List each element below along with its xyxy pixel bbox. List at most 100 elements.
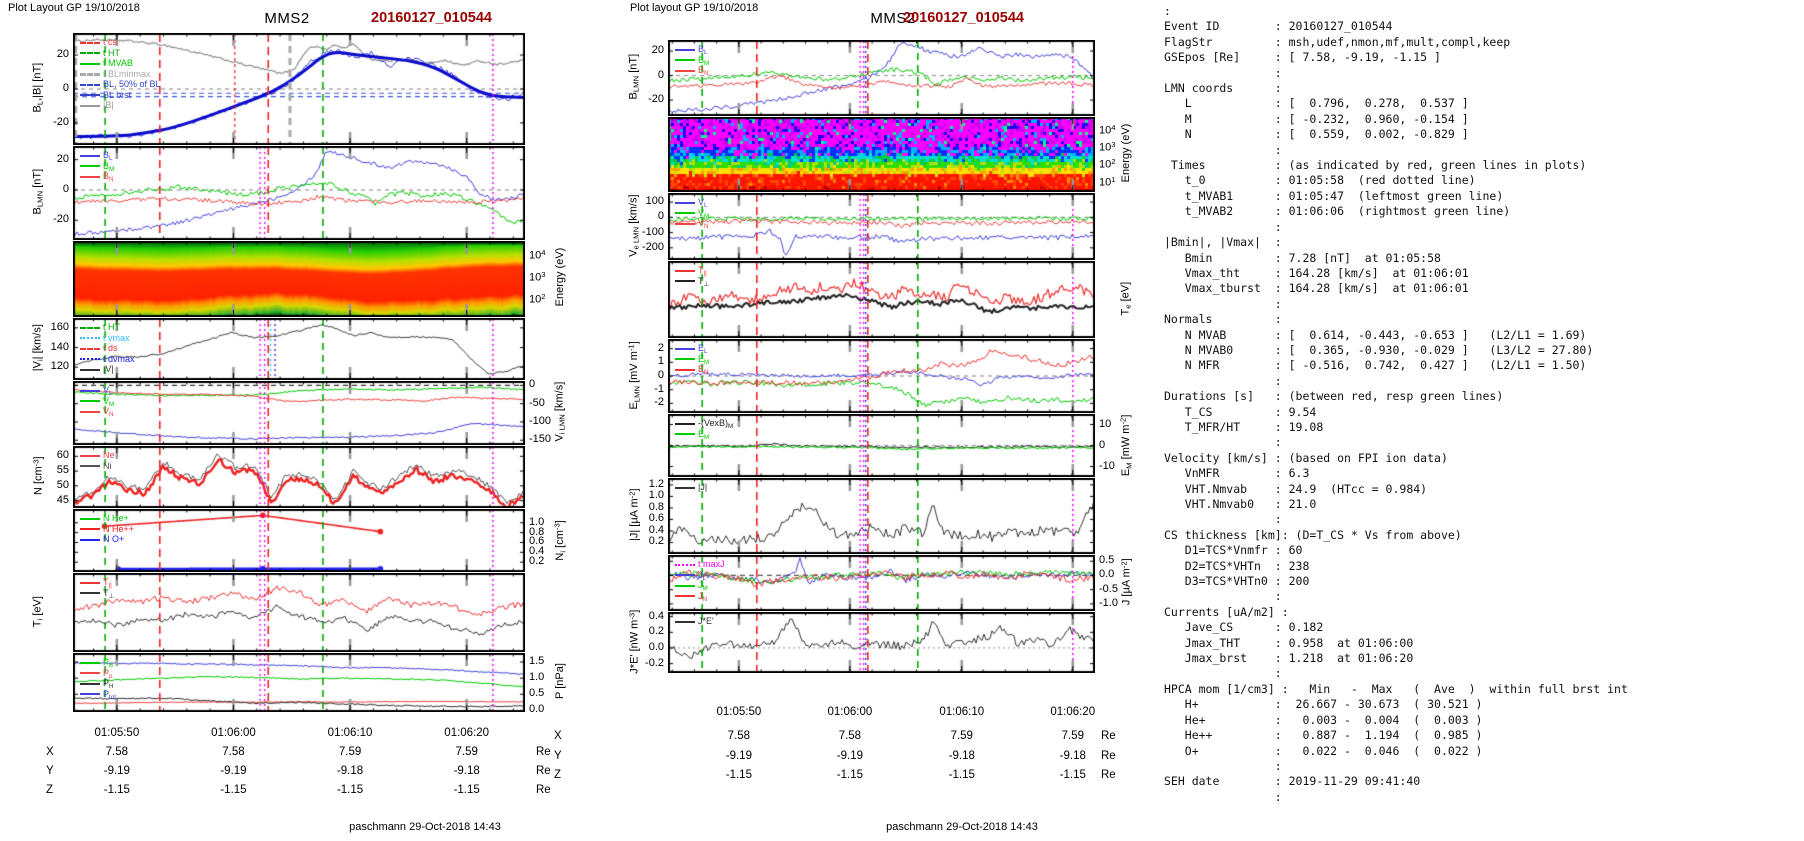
ytick-rf-mid-m-espec-0: 104	[1099, 122, 1116, 136]
xyz-value-mid-2-1: -1.15	[836, 769, 863, 781]
figure-mid-footer: paschmann 29-Oct-2018 14:43	[886, 821, 1038, 833]
axis-label-left-blmn: BLMN [nT]	[31, 168, 45, 215]
legend-line-icon-left-blmn-2	[80, 175, 100, 178]
legend-label-mid-m-blmn-1: BM	[698, 54, 710, 67]
panel-canvas-mid-m-elmn	[668, 339, 1095, 413]
legend-label-left-blmn-1: BM	[103, 160, 115, 173]
ytick-r-mid-m-jlmn-1: 0.0	[1099, 568, 1115, 581]
legend-mid-m-blmn-2: BN	[675, 65, 709, 77]
ytick-rf-mid-m-espec-1: 103	[1099, 139, 1116, 154]
legend-left-bl-b-6: |B|	[80, 100, 114, 110]
time-tick-left-0: 01:05:50	[94, 727, 140, 739]
xyz-row-label-mid-0: X	[554, 730, 562, 742]
legend-line-icon-left-pressure-2	[80, 682, 100, 685]
ytick-r-left-vi-lmn-3: -150	[529, 433, 552, 446]
legend-label-left-n-species-0: N He+	[103, 513, 129, 523]
xyz-row-label-left-0: X	[46, 746, 54, 758]
xyz-value-mid-0-2: 7.59	[950, 730, 973, 742]
legend-label-mid-m-elmn-0: EL	[698, 343, 708, 355]
time-tick-mid-0: 01:05:50	[716, 706, 762, 718]
legend-line-icon-left-pressure-3	[80, 693, 100, 696]
ytick-r-left-n-species-3: 0.4	[529, 545, 545, 558]
legend-left-blmn-0: BL	[80, 150, 113, 162]
legend-line-icon-left-blmn-1	[80, 165, 100, 168]
xyz-value-left-2-0: -1.15	[103, 784, 130, 796]
ytick-rf-mid-m-espec-3: 101	[1099, 175, 1116, 189]
legend-label-mid-m-jlmn-2: JM	[698, 580, 708, 592]
legend-label-left-n-dens-1: Ni	[103, 460, 112, 471]
ytick-r-left-vi-lmn-1: -50	[529, 396, 545, 409]
legend-mid-m-vexb-0: -(VexB)M	[675, 418, 733, 430]
figure-left-event-id: 20160127_010544	[371, 10, 492, 26]
xyz-value-left-1-2: -9.18	[336, 765, 364, 777]
ytick-mid-m-velmn-3: -200	[641, 240, 664, 253]
axis-label-left-vi-mag: |Vi| [km/s]	[31, 324, 45, 372]
panel-canvas-mid-m-vexb	[668, 414, 1095, 477]
legend-left-vi-mag-3: t dvmax	[80, 354, 135, 364]
legend-line-icon-mid-m-vexb-1	[675, 433, 695, 436]
legend-line-icon-mid-m-te-1	[675, 280, 695, 283]
ytick-r-mid-m-jlmn-3: -1.0	[1099, 596, 1118, 609]
legend-label-mid-m-velmn-1: VM	[698, 207, 710, 220]
legend-line-icon-mid-m-elmn-1	[675, 358, 695, 361]
legend-mid-m-blmn-0: BL	[675, 44, 708, 56]
figure-left-footer: paschmann 29-Oct-2018 14:43	[349, 821, 501, 833]
legend-line-icon-left-vi-mag-4	[80, 368, 100, 371]
xyz-unit-mid-1: Re	[1101, 750, 1116, 762]
legend-left-ti-0: T||	[80, 577, 112, 589]
time-tick-mid-2: 01:06:10	[939, 706, 985, 718]
xyz-value-left-2-3: -1.15	[453, 784, 480, 796]
legend-label-left-ti-1: T⊥	[103, 587, 114, 600]
legend-label-left-vi-mag-3: t dvmax	[103, 353, 135, 364]
legend-mid-m-blmn-1: BM	[675, 54, 710, 67]
legend-label-left-vi-lmn-1: VM	[103, 395, 115, 408]
legend-line-icon-left-n-dens-1	[80, 465, 100, 468]
xyz-unit-left-0: Re	[536, 746, 551, 758]
xyz-value-left-0-2: 7.59	[338, 746, 362, 758]
legend-line-icon-left-vi-mag-2	[80, 347, 100, 350]
ytick-r-left-pressure-3: 0.0	[529, 703, 545, 716]
ytick-left-blmn-2: -20	[53, 213, 69, 226]
panel-canvas-mid-m-espec	[668, 117, 1095, 192]
xyz-unit-left-1: Re	[536, 765, 551, 777]
ytick-left-vi-mag-0: 160	[50, 320, 69, 333]
ytick-mid-m-elmn-2: 0	[657, 369, 664, 381]
figure-left-title: MMS2	[264, 10, 310, 27]
time-tick-mid-1: 01:06:00	[827, 706, 873, 718]
legend-line-icon-left-vi-lmn-0	[80, 389, 100, 392]
legend-left-vi-lmn-2: VN	[80, 406, 114, 418]
axis-label-right-mid-m-vexb: EM [mW m-2]	[1118, 414, 1134, 476]
axis-label-mid-m-velmn: Ve LMN [km/s]	[627, 193, 641, 257]
legend-mid-m-jlmn-0: t maxJ	[675, 559, 725, 569]
legend-left-vi-mag-4: |V|	[80, 364, 114, 374]
legend-line-icon-mid-m-jlmn-2	[675, 584, 695, 587]
xyz-value-left-0-3: 7.59	[455, 746, 478, 758]
legend-line-icon-left-bl-b-2	[80, 62, 100, 65]
ytick-left-vi-mag-1: 140	[50, 340, 69, 353]
ytick-mid-m-velmn-1: 0	[657, 210, 664, 223]
legend-label-left-blmn-2: BN	[103, 171, 114, 183]
panel-canvas-left-vi-lmn	[73, 381, 525, 445]
ytick-r-left-n-species-2: 0.6	[529, 535, 545, 548]
legend-line-icon-left-n-species-0	[80, 517, 100, 520]
ytick-left-bl-b-2: -20	[53, 115, 69, 128]
ytick-r-mid-m-vexb-2: -10	[1099, 459, 1115, 472]
legend-line-icon-mid-m-te-0	[675, 269, 695, 272]
xyz-value-mid-1-1: -9.19	[836, 750, 863, 762]
figure-mid-event-id: 20160127_010544	[903, 10, 1024, 26]
legend-mid-m-jlmn-1: JL	[675, 570, 706, 581]
legend-left-bl-b-3: t BLminmax	[80, 69, 151, 79]
info-text: : Event ID : 20160127_010544 FlagStr : m…	[1164, 4, 1628, 804]
ytick-mid-m-jdote-3: -0.2	[645, 656, 664, 669]
figure-mid-header: Plot layout GP 19/10/2018	[630, 2, 759, 14]
legend-line-icon-mid-m-blmn-1	[675, 59, 695, 62]
legend-label-left-vi-lmn-2: VN	[103, 406, 114, 418]
xyz-value-left-1-3: -9.18	[453, 765, 480, 777]
legend-mid-m-velmn-0: VL	[675, 197, 708, 209]
ytick-mid-m-blmn-2: -20	[648, 93, 664, 106]
panel-canvas-left-bl-b	[73, 33, 525, 145]
ytick-mid-m-jmag-0: 1.2	[648, 477, 664, 490]
legend-label-left-vi-mag-0: t HT	[103, 322, 120, 332]
legend-left-blmn-1: BM	[80, 160, 115, 173]
axis-label-mid-m-jmag: |J| [µA m-2]	[627, 488, 641, 541]
